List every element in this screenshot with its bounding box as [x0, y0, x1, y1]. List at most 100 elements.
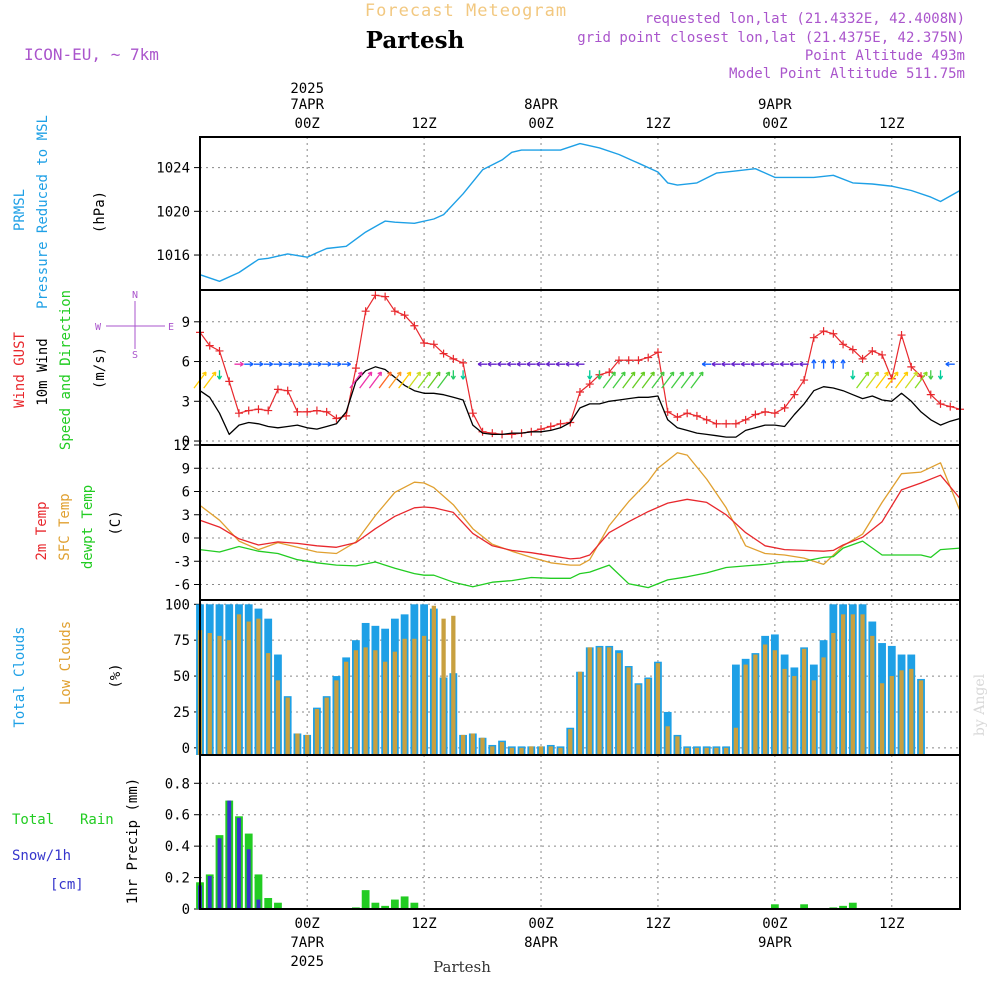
low-cloud-bar [373, 650, 378, 755]
model-name: ICON-EU, ~ 7km [24, 45, 159, 64]
low-cloud-bar [519, 747, 524, 755]
low-cloud-bar [753, 654, 758, 755]
wind-arrow [760, 361, 770, 367]
top-time-label: 2025 [290, 81, 324, 97]
precip-ytick-label: 0.4 [165, 839, 190, 855]
low-cloud-bar [665, 726, 670, 755]
gust-marker [897, 331, 906, 340]
gust-marker [332, 414, 341, 423]
gust-marker [225, 377, 234, 386]
wind-arrow [750, 361, 760, 367]
wind-frame [199, 289, 961, 446]
gust-marker [449, 354, 458, 363]
gust-marker [858, 354, 867, 363]
wind-arrow [545, 361, 556, 367]
low-cloud-bar [236, 614, 242, 755]
wind-arrow [830, 359, 836, 369]
low-cloud-bar [421, 635, 427, 755]
requested-coords: requested lon,lat (21.4332E, 42.4008N) [645, 11, 965, 27]
wind-arrow [937, 370, 944, 380]
wind-arrow [555, 361, 566, 367]
sfc-temp-label: SFC Temp [57, 493, 73, 560]
rain-bar [800, 904, 808, 909]
pressure-panel: 1016 1020 1024 [156, 137, 960, 290]
low-cloud-bar [470, 733, 475, 755]
wind-arrow [565, 361, 575, 367]
wind-arrow [398, 371, 412, 389]
low-cloud-bar [246, 621, 251, 755]
bottom-time-label: 9APR [758, 935, 792, 951]
top-time-label: 00Z [295, 116, 320, 132]
low-cloud-bar [714, 747, 719, 755]
low-cloud-bar [324, 697, 329, 755]
rain-bar [848, 902, 857, 909]
top-time-label: 8APR [524, 97, 558, 113]
clouds-ytick-label: 100 [165, 597, 190, 613]
gust-marker [556, 419, 565, 428]
low-cloud-bar [782, 668, 787, 755]
snow-bar [217, 838, 222, 909]
gust-marker [907, 362, 916, 371]
gust-marker [614, 356, 623, 365]
compass-east: E [168, 322, 174, 333]
low-cloud-bar [724, 747, 729, 755]
gust-marker [585, 380, 594, 389]
compass-rose: N E S W [95, 290, 174, 361]
pressure-frame [199, 136, 961, 291]
wind-arrow [651, 371, 665, 389]
pressure-ytick-label: 1016 [156, 248, 190, 264]
low-cloud-bar [460, 734, 466, 755]
wind-arrow [811, 359, 817, 369]
low-cloud-bar [733, 727, 739, 755]
gust-marker [605, 368, 614, 377]
gust-marker [322, 407, 331, 416]
wind-arrow [341, 361, 351, 367]
low-cloud-bar [694, 747, 700, 755]
prmsl-label: PRMSL [12, 189, 28, 231]
compass-north: N [132, 290, 138, 301]
rain-bar [274, 902, 282, 909]
temperature-ytick-label: 9 [182, 461, 190, 477]
cloud-unit: (%) [108, 663, 124, 688]
gust-marker [420, 338, 429, 347]
top-time-label: 9APR [758, 97, 792, 113]
precip-labels: Total Rain Snow/1h [cm] 1hr Precip (mm) [12, 778, 141, 904]
wind-arrow [850, 370, 856, 380]
low-cloud-bar [568, 729, 573, 755]
gridpoint-coords: grid point closest lon,lat (21.4375E, 42… [577, 30, 965, 46]
low-cloud-bar [314, 709, 320, 755]
top-time-label: 12Z [645, 116, 670, 132]
wind-arrow [575, 361, 585, 367]
wind-arrow [875, 371, 889, 389]
wind-ytick-label: 3 [182, 394, 190, 410]
top-time-label: 00Z [762, 116, 787, 132]
pressure-unit: (hPa) [92, 191, 108, 233]
low-cloud-bar [850, 614, 855, 755]
snow-bar [237, 817, 241, 909]
wind-arrow [904, 371, 918, 389]
wind-arrow [928, 370, 934, 380]
wind-ytick-label: 9 [182, 315, 190, 331]
bottom-time-label: 00Z [295, 916, 320, 932]
low-cloud-bar [889, 676, 894, 755]
low-cloud-bar [412, 638, 417, 755]
low-cloud-bar [353, 650, 359, 755]
bottom-time-label: 12Z [879, 916, 904, 932]
low-cloud-bar [295, 733, 300, 755]
precip-ytick-label: 0 [182, 902, 190, 918]
rain-bar [410, 902, 419, 909]
gust-marker [507, 430, 516, 439]
gust-marker [400, 311, 409, 320]
bottom-time-label: 00Z [762, 916, 787, 932]
wind-arrow [789, 361, 799, 367]
low-cloud-bar [762, 644, 768, 755]
low-cloud-bar [831, 633, 836, 755]
cloud-labels: Total Clouds Low Clouds (%) [12, 621, 124, 728]
precip-frame [199, 754, 961, 910]
low-cloud-bar [909, 668, 914, 755]
pressure-label: Pressure Reduced to MSL [35, 115, 51, 309]
wind-arrow [914, 371, 928, 389]
gust-marker [205, 341, 214, 350]
wind-arrow [799, 361, 809, 367]
wind-arrow [263, 361, 274, 367]
